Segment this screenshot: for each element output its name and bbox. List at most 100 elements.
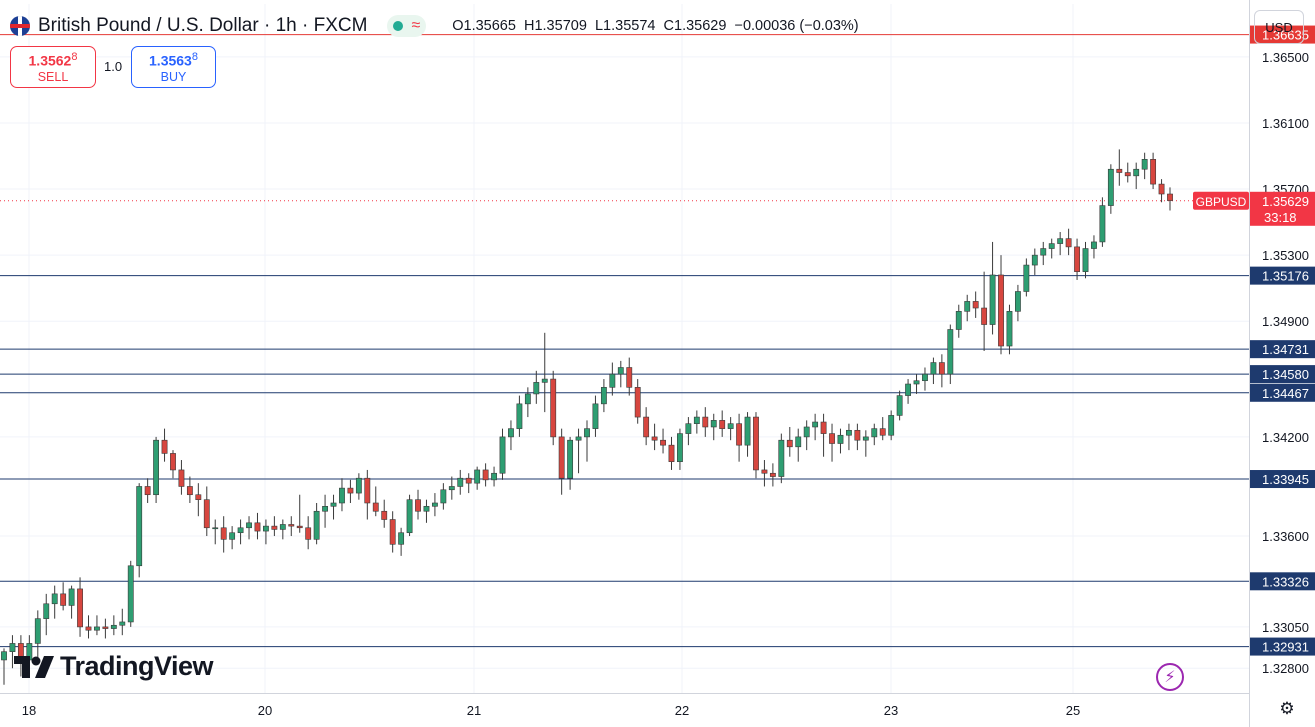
- bearish-candle: [144, 486, 151, 496]
- level-price-text: 1.34731: [1262, 342, 1309, 357]
- sell-button[interactable]: 1.35628 SELL: [10, 46, 96, 88]
- high-label: H: [523, 18, 535, 34]
- bullish-candle: [693, 416, 700, 424]
- bullish-candle: [398, 532, 405, 545]
- bullish-candle: [803, 426, 810, 438]
- bullish-candle: [1048, 243, 1055, 249]
- bullish-candle: [947, 329, 954, 375]
- settings-gear-icon[interactable]: ⚙: [1279, 699, 1295, 718]
- bearish-candle: [981, 307, 988, 325]
- bullish-candle: [600, 387, 607, 405]
- bullish-candle: [1091, 241, 1097, 249]
- bearish-candle: [668, 444, 675, 462]
- tradingview-logo-icon: [14, 655, 54, 678]
- price-tick-label: 1.35300: [1262, 248, 1309, 263]
- current-price-tag: [1250, 191, 1315, 226]
- currency-button[interactable]: USD: [1254, 10, 1304, 44]
- bearish-candle: [761, 469, 768, 474]
- bullish-candle: [930, 362, 937, 375]
- bearish-candle: [254, 522, 261, 532]
- countdown-text: 33:18: [1264, 210, 1297, 225]
- bearish-candle: [389, 519, 396, 545]
- bullish-candle: [51, 593, 58, 605]
- lot-size[interactable]: 1.0: [104, 59, 123, 74]
- bullish-candle: [533, 382, 540, 395]
- logo-text: TradingView: [60, 651, 214, 681]
- bullish-candle: [431, 502, 438, 507]
- buy-price: 1.35638: [149, 51, 198, 69]
- bearish-candle: [643, 416, 650, 438]
- bullish-candle: [406, 499, 413, 534]
- bullish-candle: [617, 367, 624, 375]
- bullish-candle: [888, 415, 895, 436]
- price-tick-label: 1.34900: [1262, 314, 1309, 329]
- wave-icon: ≈: [411, 17, 421, 34]
- bullish-candle: [989, 274, 996, 325]
- bullish-candle: [905, 383, 911, 396]
- open-label: O: [452, 18, 464, 34]
- bearish-candle: [102, 626, 109, 629]
- bullish-candle: [913, 380, 920, 385]
- market-status-pill[interactable]: ≈: [387, 15, 427, 37]
- bullish-candle: [110, 624, 117, 629]
- date-tick-label: 23: [884, 703, 898, 718]
- bearish-candle: [77, 588, 83, 628]
- bearish-candle: [1124, 172, 1131, 177]
- bearish-candle: [1158, 183, 1165, 195]
- bullish-candle: [955, 311, 962, 330]
- bullish-candle: [1099, 205, 1106, 243]
- bullish-candle: [229, 532, 236, 540]
- bearish-candle: [786, 439, 793, 448]
- bullish-candle: [1006, 311, 1013, 347]
- bullish-candle: [313, 510, 320, 540]
- level-price-text: 1.35176: [1262, 269, 1309, 284]
- bullish-candle: [1014, 291, 1021, 312]
- bullish-candle: [837, 434, 844, 444]
- bullish-candle: [508, 428, 514, 438]
- sell-label: SELL: [37, 69, 69, 84]
- buy-button[interactable]: 1.35638 BUY: [131, 46, 216, 88]
- date-tick-label: 18: [22, 703, 36, 718]
- bullish-candle: [862, 436, 869, 441]
- price-tick-label: 1.36100: [1262, 116, 1309, 131]
- ohlc-readout: O1.35665 H1.35709 L1.35574 C1.35629 −0.0…: [452, 18, 858, 34]
- chart-header: British Pound / U.S. Dollar · 1h · FXCM …: [10, 14, 859, 38]
- bullish-candle: [516, 403, 523, 429]
- price-tick-label: 1.33050: [1262, 620, 1309, 635]
- bearish-candle: [829, 433, 835, 444]
- flash-icon[interactable]: ⚡: [1156, 663, 1184, 691]
- bearish-candle: [364, 477, 371, 504]
- bullish-candle: [491, 472, 497, 481]
- bullish-candle: [153, 439, 160, 496]
- bullish-candle: [778, 439, 785, 477]
- level-price-tag: [1250, 637, 1315, 656]
- bearish-candle: [1150, 159, 1157, 185]
- price-tick-label: 1.32800: [1262, 661, 1309, 676]
- bearish-candle: [820, 421, 827, 434]
- bullish-candle: [212, 527, 219, 530]
- bearish-candle: [415, 499, 421, 512]
- price-tick-label: 1.36500: [1262, 50, 1309, 65]
- bearish-candle: [381, 510, 388, 520]
- bearish-candle: [1065, 238, 1072, 248]
- bullish-candle: [355, 477, 362, 494]
- bearish-candle: [626, 367, 633, 388]
- bearish-candle: [347, 487, 354, 494]
- bullish-candle: [119, 621, 126, 626]
- bullish-candle: [541, 378, 548, 383]
- symbol-title[interactable]: British Pound / U.S. Dollar · 1h · FXCM: [38, 15, 368, 36]
- symbol-tag-text: GBPUSD: [1196, 195, 1247, 209]
- bullish-candle: [339, 487, 345, 504]
- bearish-candle: [85, 626, 92, 631]
- bullish-candle: [423, 505, 430, 512]
- bullish-candle: [685, 423, 692, 434]
- bullish-candle: [322, 505, 328, 512]
- horizontal-levels: [0, 34, 1249, 648]
- bearish-candle: [702, 416, 709, 428]
- bearish-candle: [634, 387, 641, 418]
- resistance-price-text: 1.36635: [1262, 28, 1309, 43]
- bullish-candle: [9, 643, 16, 652]
- bearish-candle: [288, 524, 295, 527]
- bearish-candle: [1074, 246, 1080, 272]
